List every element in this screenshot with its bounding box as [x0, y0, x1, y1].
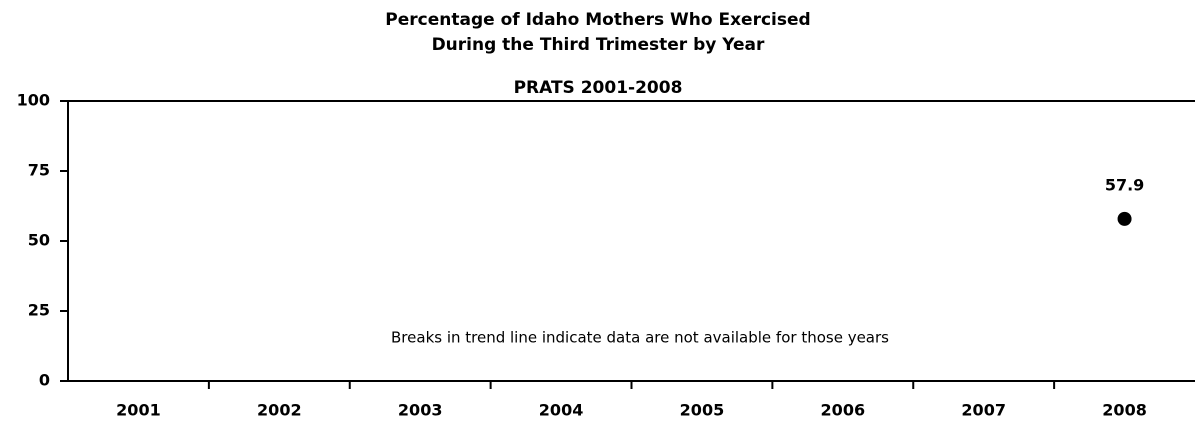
y-tick-label: 0 [39, 371, 50, 390]
x-tick-label: 2007 [961, 401, 1006, 420]
point [1117, 211, 1132, 226]
chart-title: Percentage of Idaho Mothers Who Exercise… [385, 10, 810, 30]
y-tick-label: 50 [28, 231, 50, 250]
y-tick-label: 75 [28, 161, 50, 180]
x-tick-label: 2001 [116, 401, 161, 420]
x-tick-label: 2008 [1102, 401, 1147, 420]
x-tick-label: 2002 [257, 401, 302, 420]
x-tick-label: 2004 [539, 401, 584, 420]
y-tick-label: 100 [17, 91, 50, 110]
x-tick-label: 2005 [680, 401, 725, 420]
y-tick-label: 25 [28, 301, 50, 320]
chart-title: During the Third Trimester by Year [432, 35, 765, 55]
chart-title: PRATS 2001-2008 [514, 78, 683, 98]
data-label: 57.9 [1105, 175, 1144, 194]
x-tick-label: 2006 [821, 401, 866, 420]
x-tick-label: 2003 [398, 401, 443, 420]
annotation: Breaks in trend line indicate data are n… [391, 329, 889, 347]
